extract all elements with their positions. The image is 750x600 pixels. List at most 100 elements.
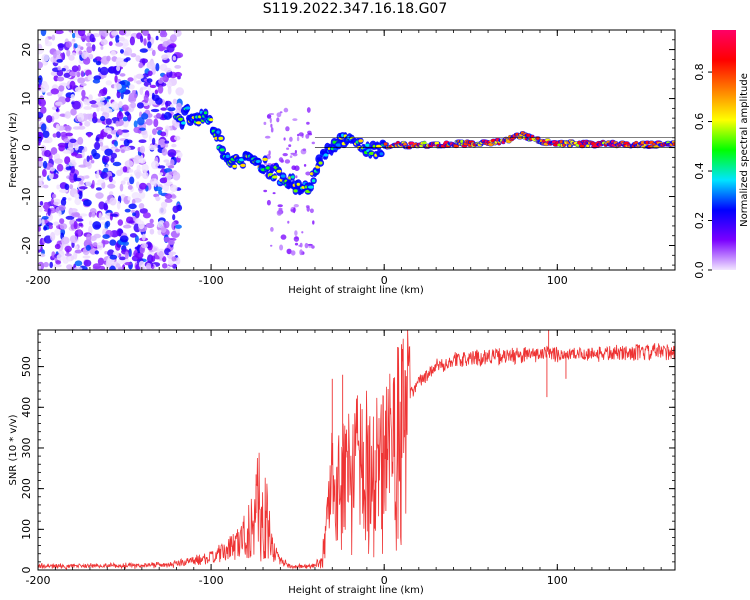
noise-blob — [121, 129, 130, 133]
noise-blob — [146, 262, 152, 270]
noise-blob — [69, 80, 76, 90]
noise-blob — [268, 150, 271, 156]
noise-blob — [135, 251, 144, 259]
noise-blob — [293, 236, 300, 242]
ridge-point — [422, 141, 427, 145]
noise-blob — [77, 136, 84, 145]
noise-blob — [167, 107, 176, 112]
colorbar-tick-label: 0.2 — [693, 212, 706, 230]
noise-blob — [174, 224, 182, 229]
y-tick-label: 100 — [20, 519, 33, 540]
noise-blob — [145, 222, 155, 229]
noise-blob — [155, 126, 164, 131]
noise-blob — [88, 94, 93, 102]
colorbar-tick-label: 0.6 — [693, 113, 706, 130]
noise-blob — [139, 145, 146, 154]
noise-blob — [138, 260, 145, 269]
noise-blob — [59, 223, 68, 230]
noise-blob — [116, 65, 121, 72]
noise-blob — [140, 129, 148, 136]
noise-blob — [278, 207, 283, 211]
snr-x-label: Height of straight line (km) — [288, 585, 424, 596]
ridge-point — [311, 179, 316, 183]
noise-blob — [53, 221, 59, 226]
noise-blob — [38, 180, 43, 188]
noise-blob — [83, 146, 88, 152]
noise-blob — [68, 54, 75, 61]
noise-blob — [306, 107, 311, 113]
noise-blob — [174, 71, 183, 78]
noise-blob — [134, 210, 140, 219]
noise-blob — [54, 228, 61, 236]
noise-blob — [172, 98, 178, 105]
noise-blob — [166, 266, 171, 270]
noise-blob — [308, 245, 312, 248]
noise-blob — [142, 171, 149, 180]
noise-blob — [123, 177, 131, 182]
noise-blob — [59, 113, 67, 117]
noise-blob — [42, 160, 48, 169]
noise-blob — [78, 186, 88, 190]
noise-blob — [79, 213, 88, 217]
noise-blob — [111, 101, 119, 110]
noise-blob — [272, 192, 276, 195]
noise-blob — [97, 67, 101, 73]
noise-blob — [57, 43, 65, 48]
noise-blob — [146, 78, 153, 83]
noise-blob — [104, 148, 113, 156]
noise-blob — [115, 34, 120, 44]
noise-blob — [93, 233, 101, 239]
noise-blob — [55, 101, 63, 106]
x-tick-label: -100 — [199, 274, 224, 287]
noise-blob — [43, 184, 49, 189]
noise-blob — [137, 117, 145, 126]
noise-blob — [154, 89, 159, 95]
snr-y-label: SNR (10 * v/v) — [8, 414, 19, 485]
ridge-point — [672, 142, 675, 146]
noise-blob — [312, 220, 315, 225]
noise-blob — [52, 193, 57, 199]
x-tick-label: -200 — [26, 574, 51, 587]
noise-blob — [63, 125, 72, 131]
noise-blob — [65, 215, 75, 220]
noise-blob — [74, 193, 80, 199]
noise-blob — [159, 46, 167, 51]
noise-blob — [63, 72, 71, 78]
noise-blob — [83, 199, 92, 207]
noise-blob — [306, 206, 310, 212]
noise-blob — [147, 41, 152, 49]
noise-blob — [108, 41, 113, 46]
noise-blob — [119, 235, 129, 243]
noise-blob — [133, 75, 137, 84]
noise-blob — [294, 230, 298, 237]
ridge-point — [291, 175, 295, 179]
noise-blob — [115, 42, 124, 47]
noise-blob — [302, 148, 307, 152]
noise-blob — [307, 243, 313, 246]
noise-blob — [81, 149, 85, 158]
noise-blob — [263, 189, 268, 193]
noise-blob — [61, 236, 70, 245]
noise-blob — [143, 38, 147, 46]
noise-blob — [78, 190, 83, 200]
noise-blob — [38, 226, 41, 232]
noise-blob — [175, 87, 184, 96]
noise-blob — [107, 183, 116, 189]
noise-blob — [88, 225, 93, 235]
noise-blob — [156, 113, 162, 118]
noise-blob — [66, 81, 71, 89]
noise-blob — [72, 32, 76, 39]
noise-blob — [91, 212, 96, 218]
noise-blob — [105, 106, 110, 113]
noise-blob — [56, 163, 64, 172]
noise-blob — [69, 208, 78, 213]
noise-blob — [92, 152, 101, 160]
noise-blob — [119, 183, 124, 192]
noise-blob — [92, 221, 102, 230]
noise-blob — [110, 152, 117, 159]
noise-blob — [133, 197, 142, 203]
snr-ticks: -200 -100 0 100 0 100 200 300 400 500 — [20, 330, 675, 587]
noise-blob — [305, 171, 311, 176]
noise-blob — [77, 30, 86, 37]
noise-blob — [55, 131, 61, 138]
